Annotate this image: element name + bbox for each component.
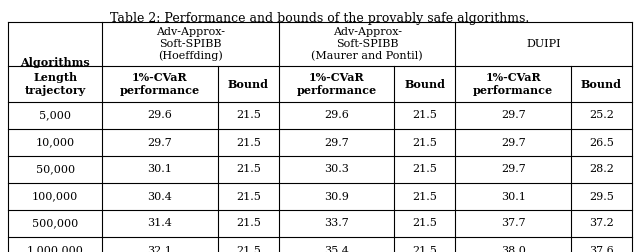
Text: 31.4: 31.4 — [148, 218, 172, 229]
Text: 37.2: 37.2 — [589, 218, 614, 229]
Text: 21.5: 21.5 — [412, 192, 437, 202]
Text: 29.7: 29.7 — [501, 110, 525, 120]
Text: 21.5: 21.5 — [236, 192, 260, 202]
Text: Adv-Approx-
Soft-SPIBB
(Hoeffding): Adv-Approx- Soft-SPIBB (Hoeffding) — [156, 27, 225, 61]
Text: 21.5: 21.5 — [236, 138, 260, 147]
Text: 21.5: 21.5 — [236, 110, 260, 120]
Text: 29.6: 29.6 — [148, 110, 172, 120]
Text: 26.5: 26.5 — [589, 138, 614, 147]
Text: 29.7: 29.7 — [148, 138, 172, 147]
Text: Adv-Approx-
Soft-SPIBB
(Maurer and Pontil): Adv-Approx- Soft-SPIBB (Maurer and Ponti… — [311, 27, 423, 61]
Text: 21.5: 21.5 — [412, 218, 437, 229]
Text: DUIPI: DUIPI — [526, 39, 561, 49]
Text: 25.2: 25.2 — [589, 110, 614, 120]
Text: 30.1: 30.1 — [148, 165, 172, 174]
Text: 21.5: 21.5 — [236, 218, 260, 229]
Text: 38.0: 38.0 — [500, 245, 525, 252]
Text: 21.5: 21.5 — [236, 165, 260, 174]
Text: 1,000,000: 1,000,000 — [27, 245, 84, 252]
Text: 5,000: 5,000 — [39, 110, 71, 120]
Text: 100,000: 100,000 — [32, 192, 78, 202]
Text: 30.9: 30.9 — [324, 192, 349, 202]
Text: Bound: Bound — [404, 79, 445, 89]
Text: 21.5: 21.5 — [236, 245, 260, 252]
Text: 37.6: 37.6 — [589, 245, 614, 252]
Text: 10,000: 10,000 — [36, 138, 75, 147]
Text: 29.7: 29.7 — [501, 165, 525, 174]
Text: 29.7: 29.7 — [501, 138, 525, 147]
Text: 33.7: 33.7 — [324, 218, 349, 229]
Text: 21.5: 21.5 — [412, 245, 437, 252]
Text: 37.7: 37.7 — [501, 218, 525, 229]
Text: 35.4: 35.4 — [324, 245, 349, 252]
Text: 30.4: 30.4 — [148, 192, 172, 202]
Text: 21.5: 21.5 — [412, 138, 437, 147]
Text: 28.2: 28.2 — [589, 165, 614, 174]
Text: 30.3: 30.3 — [324, 165, 349, 174]
Text: Length
trajectory: Length trajectory — [24, 72, 86, 96]
Text: Table 2: Performance and bounds of the provably safe algorithms.: Table 2: Performance and bounds of the p… — [110, 12, 530, 25]
Text: 50,000: 50,000 — [36, 165, 75, 174]
Text: 1%-CVaR
performance: 1%-CVaR performance — [120, 72, 200, 96]
Text: 500,000: 500,000 — [32, 218, 78, 229]
Text: 21.5: 21.5 — [412, 165, 437, 174]
Text: 29.6: 29.6 — [324, 110, 349, 120]
Text: 29.7: 29.7 — [324, 138, 349, 147]
Text: 21.5: 21.5 — [412, 110, 437, 120]
Text: 30.1: 30.1 — [500, 192, 525, 202]
Text: 29.5: 29.5 — [589, 192, 614, 202]
Text: 1%-CVaR
performance: 1%-CVaR performance — [296, 72, 377, 96]
Text: 32.1: 32.1 — [148, 245, 172, 252]
Text: Bound: Bound — [228, 79, 269, 89]
Text: Algorithms: Algorithms — [20, 56, 90, 68]
Text: Bound: Bound — [581, 79, 622, 89]
Text: 1%-CVaR
performance: 1%-CVaR performance — [473, 72, 553, 96]
